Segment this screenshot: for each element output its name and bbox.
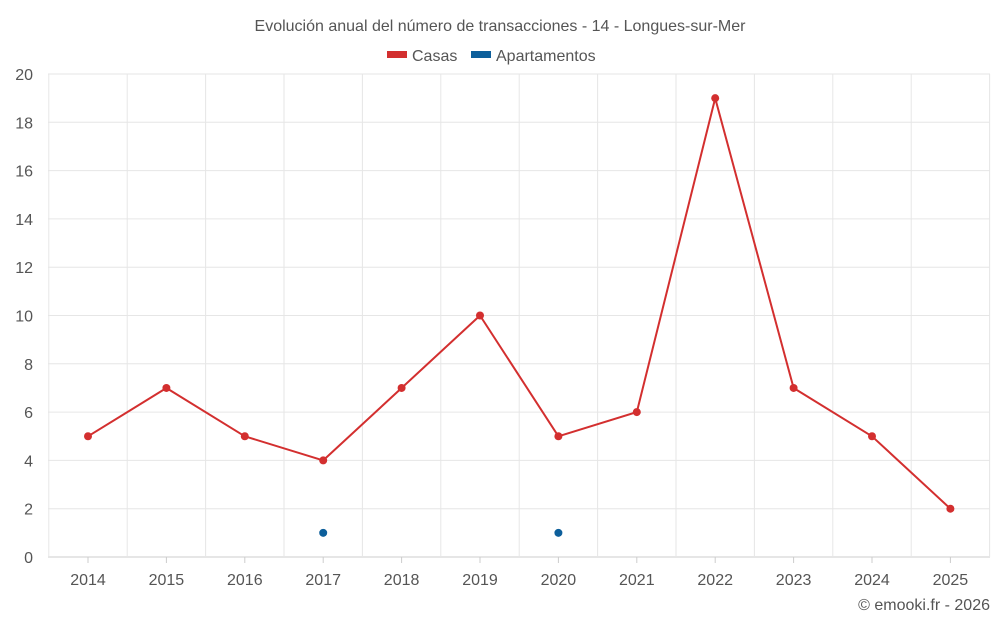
y-axis-ticks: 0 2 4 6 8 10 12 14 16 18 20 xyxy=(15,67,33,567)
credit-text: © emooki.fr - 2026 xyxy=(858,597,990,614)
x-tick-label: 2019 xyxy=(462,572,498,589)
y-tick-label: 0 xyxy=(24,550,33,567)
x-axis-ticks: 2014 2015 2016 2017 2018 2019 2020 2021 2022 2023… xyxy=(70,557,968,589)
y-tick-label: 12 xyxy=(15,260,33,277)
x-tick-label: 2025 xyxy=(933,572,969,589)
data-point-casas[interactable] xyxy=(632,408,641,417)
y-tick-label: 20 xyxy=(15,67,33,84)
y-tick-label: 14 xyxy=(15,212,33,229)
x-tick-label: 2016 xyxy=(227,572,263,589)
series-layer xyxy=(84,94,955,537)
legend: Casas Apartamentos xyxy=(387,48,596,65)
y-tick-label: 16 xyxy=(15,164,33,181)
data-point-casas[interactable] xyxy=(397,383,406,392)
y-tick-label: 18 xyxy=(15,115,33,132)
x-tick-label: 2015 xyxy=(149,572,185,589)
legend-swatch-casas xyxy=(387,51,407,58)
x-tick-label: 2014 xyxy=(70,572,106,589)
data-point-casas[interactable] xyxy=(162,383,171,392)
chart-title: Evolución anual del número de transaccio… xyxy=(255,18,747,35)
data-point-casas[interactable] xyxy=(868,432,876,441)
y-tick-label: 8 xyxy=(24,357,33,374)
legend-label-casas[interactable]: Casas xyxy=(412,48,457,65)
y-tick-label: 2 xyxy=(24,502,33,519)
data-point-apartamentos[interactable] xyxy=(319,528,328,537)
x-tick-label: 2018 xyxy=(384,572,420,589)
data-point-casas[interactable] xyxy=(946,504,955,513)
x-tick-label: 2023 xyxy=(776,572,812,589)
data-point-casas[interactable] xyxy=(240,432,249,441)
data-point-casas[interactable] xyxy=(711,94,720,103)
y-tick-label: 4 xyxy=(24,453,33,470)
data-point-casas[interactable] xyxy=(476,311,484,320)
data-point-casas[interactable] xyxy=(319,456,328,465)
x-tick-label: 2024 xyxy=(854,572,890,589)
data-point-casas[interactable] xyxy=(554,432,563,441)
data-point-casas[interactable] xyxy=(84,432,92,441)
y-tick-label: 10 xyxy=(15,309,33,326)
grid xyxy=(48,73,991,558)
legend-label-apartamentos[interactable]: Apartamentos xyxy=(496,48,596,65)
x-tick-label: 2020 xyxy=(541,572,577,589)
legend-swatch-apartamentos xyxy=(471,51,491,58)
x-tick-label: 2017 xyxy=(305,572,341,589)
x-tick-label: 2021 xyxy=(619,572,655,589)
y-tick-label: 6 xyxy=(24,405,33,422)
series-line-casas xyxy=(87,97,952,510)
data-point-casas[interactable] xyxy=(789,383,798,392)
data-point-apartamentos[interactable] xyxy=(554,528,563,537)
x-tick-label: 2022 xyxy=(697,572,733,589)
